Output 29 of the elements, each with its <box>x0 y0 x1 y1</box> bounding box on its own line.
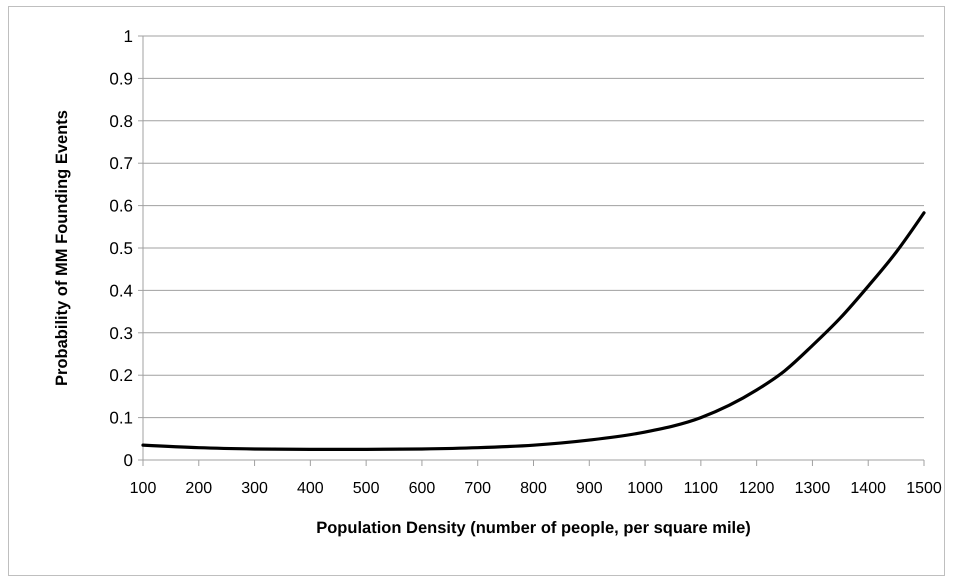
x-tick-label: 800 <box>520 480 547 497</box>
y-tick-label: 0.9 <box>109 69 133 88</box>
x-tick-label: 1000 <box>627 480 663 497</box>
x-tick-label: 1200 <box>738 480 775 497</box>
x-tick-label: 400 <box>297 480 324 497</box>
y-tick-label: 0.8 <box>109 112 133 131</box>
x-tick-label: 1100 <box>684 480 718 497</box>
y-tick-label: 0.3 <box>109 324 133 343</box>
x-tick-label: 1400 <box>850 480 886 497</box>
x-tick-label: 300 <box>241 480 268 497</box>
y-tick-label: 0.2 <box>109 366 133 386</box>
x-axis-title: Population Density (number of people, per square mile) <box>316 519 751 537</box>
y-tick-label: 1 <box>124 26 133 46</box>
y-tick-label: 0.5 <box>109 238 133 258</box>
y-tick-label: 0.4 <box>109 281 133 300</box>
x-tick-label: 1500 <box>906 480 942 497</box>
x-tick-label: 700 <box>464 480 492 497</box>
y-tick-label: 0 <box>124 450 133 470</box>
x-tick-label: 500 <box>352 480 380 497</box>
x-tick-label: 200 <box>185 480 212 497</box>
y-tick-label: 0.1 <box>109 408 133 428</box>
y-tick-label: 0.7 <box>109 154 133 174</box>
line-series <box>141 211 926 451</box>
y-axis-title: Probability of MM Founding Events <box>53 110 71 386</box>
x-tick-label: 1300 <box>794 480 830 497</box>
x-tick-label: 900 <box>576 480 603 497</box>
x-tick-label: 100 <box>130 480 156 497</box>
x-tick-label: 600 <box>408 480 436 497</box>
y-tick-label: 0.6 <box>109 196 133 216</box>
